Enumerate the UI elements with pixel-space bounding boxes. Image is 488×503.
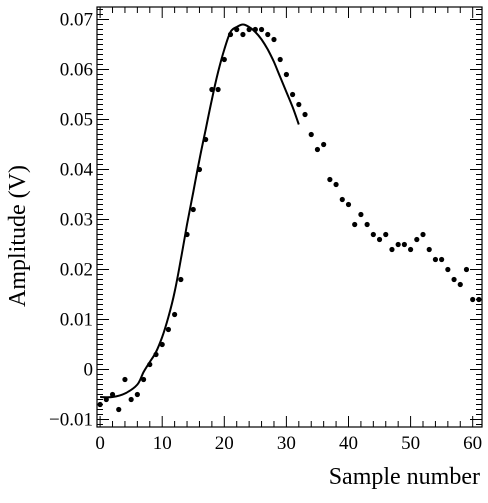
data-point — [116, 406, 122, 413]
data-point — [470, 296, 476, 303]
y-tick-label: 0 — [84, 360, 94, 381]
data-points — [97, 26, 482, 413]
data-point — [172, 311, 178, 318]
data-point — [283, 71, 289, 78]
x-tick-label: 20 — [215, 433, 234, 454]
y-tick-label: 0.03 — [60, 210, 93, 231]
data-point — [333, 181, 339, 188]
data-point — [252, 26, 258, 33]
y-tick-label: 0.06 — [60, 60, 93, 81]
data-point — [476, 296, 482, 303]
data-point — [296, 101, 302, 108]
data-point — [109, 391, 116, 398]
data-point — [432, 256, 439, 263]
data-point — [184, 231, 190, 238]
data-point — [457, 281, 463, 288]
data-point — [407, 246, 414, 253]
data-point — [246, 26, 252, 33]
data-point — [265, 31, 271, 38]
data-point — [327, 176, 333, 183]
data-point — [153, 351, 159, 358]
y-axis-title: Amplitude (V) — [5, 165, 31, 307]
data-point — [314, 146, 321, 153]
data-point — [401, 241, 407, 248]
data-point — [277, 56, 283, 63]
data-point — [395, 241, 401, 248]
data-point — [302, 111, 308, 118]
data-point — [190, 206, 196, 213]
data-point — [420, 231, 426, 238]
data-point — [128, 396, 134, 403]
data-point — [463, 266, 470, 273]
data-point — [339, 196, 345, 203]
data-point — [165, 326, 172, 333]
data-point — [134, 391, 140, 398]
data-point — [258, 26, 265, 33]
data-point — [196, 166, 203, 173]
x-axis-tick-labels: 0 10 20 30 40 50 60 — [95, 433, 482, 454]
data-point — [203, 136, 209, 143]
data-point — [140, 376, 147, 383]
data-point — [370, 231, 376, 238]
y-tick-label: 0.01 — [60, 310, 93, 331]
data-point — [364, 221, 370, 228]
data-point — [221, 56, 227, 63]
x-tick-label: 40 — [339, 433, 358, 454]
data-point — [122, 376, 128, 383]
data-point — [178, 276, 184, 283]
data-point — [159, 341, 165, 348]
data-point — [426, 246, 432, 253]
x-tick-label: 10 — [153, 433, 172, 454]
x-tick-label: 50 — [401, 433, 420, 454]
y-axis-tick-labels: −0.01 0 0.01 0.02 0.03 0.04 0.05 0.06 0.07 — [49, 10, 93, 431]
data-point — [352, 221, 358, 228]
y-tick-label: 0.02 — [60, 260, 93, 281]
data-point — [414, 236, 420, 243]
data-point — [308, 131, 314, 138]
data-point — [209, 86, 215, 93]
data-point — [97, 401, 103, 408]
data-point — [451, 276, 457, 283]
data-point — [240, 31, 246, 38]
data-point — [383, 231, 389, 238]
data-point — [445, 266, 451, 273]
y-tick-label: 0.05 — [60, 110, 93, 131]
y-tick-label: −0.01 — [49, 410, 93, 431]
y-axis-ticks — [97, 9, 482, 425]
x-tick-label: 30 — [277, 433, 296, 454]
data-point — [147, 361, 153, 368]
x-tick-label: 0 — [95, 433, 105, 454]
data-point — [290, 91, 296, 98]
data-point — [234, 26, 240, 33]
x-axis-ticks — [99, 7, 474, 427]
data-point — [376, 236, 383, 243]
data-point — [103, 396, 109, 403]
data-point — [345, 201, 352, 208]
x-axis-title: Sample number — [329, 464, 480, 490]
x-tick-label: 60 — [463, 433, 482, 454]
data-point — [321, 141, 327, 148]
data-point — [389, 246, 395, 253]
data-point — [439, 256, 445, 263]
y-tick-label: 0.07 — [60, 10, 93, 31]
plot-frame — [96, 6, 483, 428]
data-point — [358, 211, 364, 218]
fit-curve — [100, 23, 300, 399]
data-point — [227, 31, 234, 38]
data-point — [215, 86, 221, 93]
data-point — [271, 36, 277, 43]
y-tick-label: 0.04 — [60, 160, 94, 181]
